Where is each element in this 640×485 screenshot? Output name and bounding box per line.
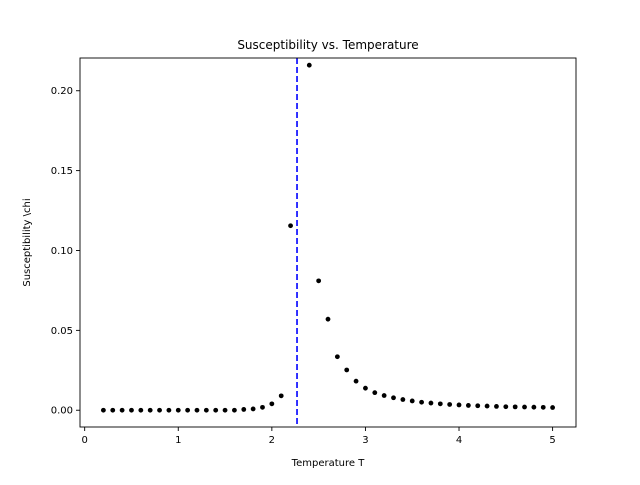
y-tick-label: 0.05 [51, 326, 73, 337]
y-tick-label: 0.15 [51, 166, 73, 177]
y-tick-label: 0.20 [51, 86, 73, 97]
data-point [100, 407, 106, 413]
data-point [278, 393, 284, 399]
data-point [334, 354, 340, 360]
data-point [344, 367, 350, 373]
data-point [147, 407, 153, 413]
data-point [437, 401, 443, 407]
data-point [157, 407, 162, 413]
chart-title: Susceptibility vs. Temperature [237, 38, 418, 52]
data-point [409, 398, 415, 404]
data-point [194, 407, 200, 413]
data-point [465, 403, 471, 408]
data-point [372, 390, 378, 396]
x-tick-label: 0 [81, 435, 87, 446]
data-point [447, 402, 453, 407]
data-point [250, 406, 256, 412]
data-point [475, 403, 481, 409]
x-axis-label: Temperature T [291, 458, 366, 469]
data-point [531, 404, 537, 410]
data-point [306, 62, 312, 68]
data-point [129, 407, 134, 413]
x-tick-label: 2 [269, 435, 275, 446]
plot-area [100, 58, 556, 427]
data-point [363, 385, 368, 391]
data-point [540, 404, 546, 410]
data-point [222, 407, 228, 413]
y-axis-label: Susceptibility \chi [22, 198, 33, 286]
data-point [484, 403, 490, 409]
data-point [269, 401, 275, 407]
data-point [119, 407, 125, 413]
data-point [138, 407, 144, 413]
x-tick-label: 1 [175, 435, 181, 446]
y-tick-label: 0.00 [51, 406, 73, 417]
tick-marks: 0 1 2 3 4 5 0.00 0.05 0.10 0.15 0.20 [51, 86, 556, 446]
data-point [428, 400, 434, 406]
data-point [419, 399, 424, 405]
axes-frame [79, 57, 577, 428]
y-tick-label: 0.10 [51, 246, 73, 257]
data-point [512, 404, 518, 410]
data-point [213, 407, 219, 413]
x-tick-label: 5 [549, 435, 555, 446]
data-point [522, 404, 527, 410]
data-point [175, 407, 181, 413]
data-point [203, 407, 209, 413]
x-tick-label: 4 [456, 435, 462, 446]
data-point [550, 405, 556, 410]
data-point [391, 395, 396, 401]
data-point [232, 407, 237, 413]
data-point [456, 402, 462, 408]
data-point [400, 397, 406, 402]
data-point [353, 378, 359, 384]
data-point [260, 404, 265, 410]
data-point [381, 393, 387, 398]
data-point [185, 407, 191, 413]
x-tick-label: 3 [362, 435, 368, 446]
data-point [241, 407, 247, 412]
data-point [110, 407, 116, 413]
data-point [494, 403, 499, 409]
data-point [503, 404, 509, 410]
data-point [288, 223, 293, 229]
data-point [316, 278, 322, 284]
data-point [325, 316, 331, 322]
data-point [166, 407, 172, 413]
